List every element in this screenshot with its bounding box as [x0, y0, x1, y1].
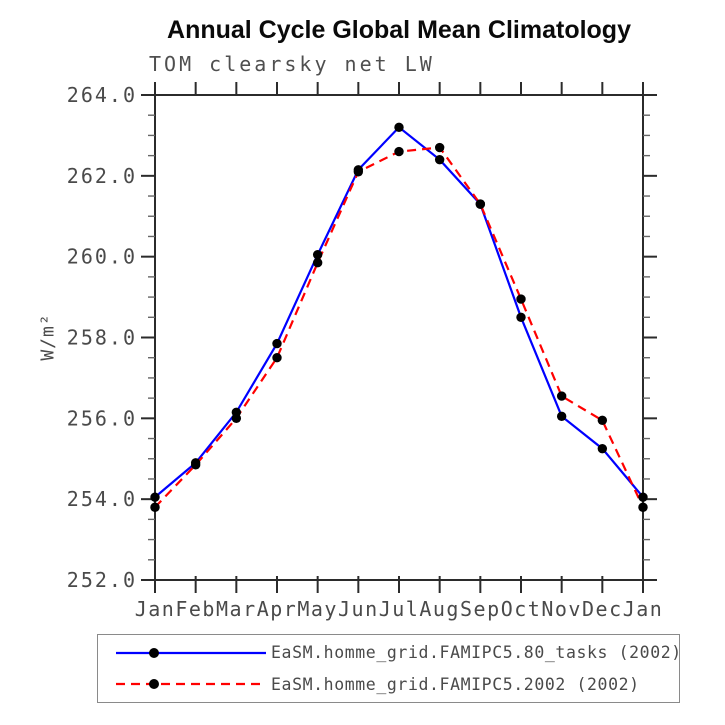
legend: EaSM.homme_grid.FAMIPC5.80_tasks (2002) …	[97, 634, 682, 703]
data-point-marker	[556, 391, 567, 401]
legend-line-sample-solid	[116, 647, 266, 658]
chart-title: Annual Cycle Global Mean Climatology	[167, 16, 631, 44]
x-tick-label: Jan	[623, 597, 664, 621]
y-tick-label: 256.0	[67, 406, 137, 430]
data-point-marker	[394, 122, 404, 133]
data-point-marker	[597, 443, 608, 454]
data-point-marker	[272, 338, 282, 349]
x-tick-label: Nov	[541, 597, 582, 621]
x-tick-label: Jun	[338, 597, 379, 621]
legend-item: EaSM.homme_grid.FAMIPC5.80_tasks (2002)	[98, 639, 682, 667]
legend-item-label: EaSM.homme_grid.FAMIPC5.80_tasks (2002)	[271, 643, 682, 663]
x-tick-label: Feb	[175, 597, 216, 621]
data-point-marker	[312, 258, 323, 268]
y-tick-label: 258.0	[67, 326, 137, 350]
x-tick-label: Apr	[257, 597, 298, 621]
data-point-marker	[434, 154, 445, 165]
legend-marker-icon	[149, 679, 159, 690]
x-tick-label: Aug	[419, 597, 460, 621]
data-point-marker	[475, 199, 486, 209]
legend-line-sample-dashed	[116, 679, 266, 690]
data-point-marker	[394, 146, 404, 157]
x-tick-label: Dec	[582, 597, 623, 621]
data-point-marker	[516, 294, 526, 304]
data-point-marker	[231, 413, 242, 424]
y-tick-label: 260.0	[67, 245, 137, 269]
data-point-marker	[190, 460, 201, 470]
data-point-marker	[272, 353, 282, 363]
data-point-marker	[597, 415, 608, 426]
x-tick-label: Jan	[135, 597, 176, 621]
legend-item-label: EaSM.homme_grid.FAMIPC5.2002 (2002)	[271, 674, 640, 694]
data-point-marker	[150, 492, 160, 502]
series-line-1	[154, 146, 644, 508]
y-tick-label: 252.0	[67, 568, 137, 592]
data-point-marker	[516, 312, 526, 322]
y-tick-label: 254.0	[67, 487, 137, 511]
data-point-marker	[150, 502, 160, 512]
chart-subtitle: TOM clearsky net LW	[149, 52, 435, 76]
legend-item: EaSM.homme_grid.FAMIPC5.2002 (2002)	[98, 670, 679, 698]
y-tick-label: 264.0	[67, 83, 137, 107]
data-point-marker	[312, 249, 323, 260]
y-tick-label: 262.0	[67, 164, 137, 188]
data-point-marker	[353, 167, 364, 177]
x-tick-label: Mar	[216, 597, 257, 621]
data-point-marker	[556, 411, 567, 422]
series-line-0	[154, 125, 644, 498]
x-tick-label: May	[297, 597, 338, 621]
x-tick-label: Oct	[501, 597, 542, 621]
data-point-marker	[638, 492, 648, 502]
data-point-marker	[434, 142, 445, 153]
data-point-marker	[638, 502, 648, 512]
legend-marker-icon	[149, 647, 159, 658]
x-tick-label: Sep	[460, 597, 501, 621]
plot-frame	[154, 94, 644, 581]
x-tick-label: Jul	[379, 597, 420, 621]
